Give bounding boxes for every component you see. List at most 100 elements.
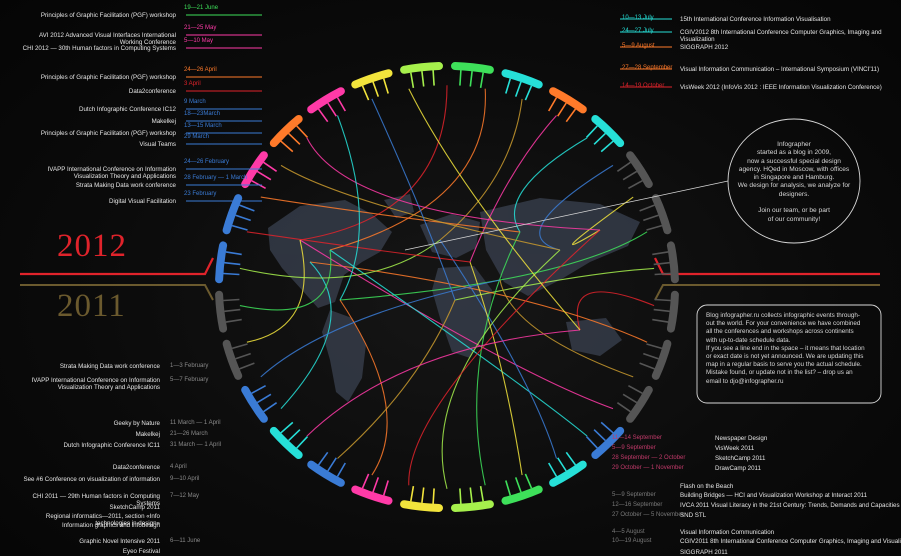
connection-curve <box>337 299 456 459</box>
blog-text-line: or exact date is not yet announced. We a… <box>706 353 864 361</box>
event-date: 9 March <box>184 99 206 105</box>
event-name: Strata Making Data work conference <box>75 182 176 189</box>
event-name: SketchCamp 2011 <box>715 455 766 462</box>
event-date: 5—7 February <box>170 377 209 383</box>
ring-pin <box>593 429 606 442</box>
event-name: Digital Visual Facilitation <box>109 198 176 205</box>
ring-pin <box>432 488 435 504</box>
ring-segment <box>215 290 228 333</box>
connection-curve <box>339 231 648 301</box>
event-name: CHI 2012 — 30th Human factors in Computi… <box>22 45 176 52</box>
ring-pin <box>557 102 567 117</box>
connection-curve <box>309 261 648 343</box>
event-name: Principles of Graphic Facilitation (PGF)… <box>40 74 176 81</box>
event-name: 15th International Conference Informatio… <box>680 16 831 23</box>
ring-pin <box>239 204 255 212</box>
ring-pin <box>256 170 272 181</box>
event-date: 27 October — 5 November <box>612 512 684 518</box>
about-box: Infographer started as a blog in 2009, now… <box>735 141 853 224</box>
ring-pin <box>524 473 533 489</box>
about-text-line: Join our team, or be part <box>758 207 830 215</box>
event-name: Principles of Graphic Facilitation (PGF)… <box>40 130 176 137</box>
ring-pin <box>317 451 329 466</box>
event-name: Dutch Infographic Conference IC11 <box>63 442 160 449</box>
ring-pin <box>327 457 337 472</box>
ring-segment <box>451 62 494 74</box>
connection-curve <box>280 164 561 251</box>
connection-curve <box>336 115 360 301</box>
event-name: Makelkej <box>135 431 160 438</box>
event-name: Geeky by Nature <box>113 420 160 427</box>
connection-curve <box>408 229 601 486</box>
event-name: SIGGRAPH 2011 <box>680 549 728 556</box>
ring-segment <box>626 151 653 189</box>
event-date: 11 March — 1 April <box>170 420 221 426</box>
blog-text-line: If you see a line end in the space – it … <box>706 344 865 352</box>
event-name: Visual Teams <box>139 141 176 148</box>
connection-curve <box>299 239 614 410</box>
ring-pin <box>653 261 670 266</box>
event-name: Graphic Novel Intensive 2011 <box>79 538 160 545</box>
ring-pin <box>593 132 606 145</box>
ring-pin <box>585 436 598 449</box>
event-date: 27—28 September <box>622 65 673 71</box>
ring-segment <box>501 485 543 505</box>
event-name: Flash on the Beach <box>680 483 734 490</box>
ring-pin <box>628 384 643 395</box>
ring-pin <box>646 224 663 231</box>
connection-curve <box>329 88 486 251</box>
event-name: Regional informatics—2011, section «Info… <box>45 513 160 527</box>
ring-pin <box>469 71 473 87</box>
event-name: Data2conference <box>128 88 176 95</box>
about-text-line: now a successful special design <box>747 157 841 165</box>
year-2011-label: 2011 <box>57 288 126 324</box>
event-date: 14—19 October <box>622 83 665 89</box>
ring-segment <box>351 69 393 89</box>
about-text-line: agency. HQed in Moscow, with offices <box>738 165 850 173</box>
event-name: Visual Information Communication – Inter… <box>680 66 880 73</box>
ring-pin <box>622 393 638 404</box>
event-date: 5—10 May <box>184 38 214 44</box>
about-text-line: in Singapore and Hamburg. <box>753 174 835 182</box>
ring-pin <box>410 72 415 89</box>
blog-text-line: all the conferences and workshops across… <box>706 328 854 336</box>
ring-segment <box>307 460 345 487</box>
connection-curve <box>339 299 388 476</box>
event-date: 24—26 February <box>184 159 230 165</box>
event-date: 5—9 September <box>612 492 656 498</box>
ring-pin <box>280 140 294 153</box>
ring-pin <box>288 429 301 442</box>
ring-pin <box>421 71 425 87</box>
event-date: 5—9 August <box>622 43 655 49</box>
ring-pin <box>585 125 598 138</box>
ring-pin <box>459 70 462 86</box>
connection-curve <box>439 239 558 459</box>
event-date: 29 March <box>184 134 210 140</box>
ring-pin <box>372 81 380 97</box>
ring-pin <box>600 140 614 153</box>
timeline-2011-line <box>20 284 880 301</box>
ring-segment <box>400 62 443 74</box>
event-date: 18—23March <box>184 111 221 117</box>
ring-pin <box>654 298 671 302</box>
ring-pin <box>410 485 415 502</box>
event-date: 1—3 February <box>170 363 209 369</box>
ring-pin <box>223 272 240 276</box>
connection-curve <box>239 239 441 279</box>
event-date: 4 April <box>170 464 187 470</box>
ring-pin <box>653 308 670 313</box>
connection-curve <box>246 231 471 263</box>
ring-segment <box>451 500 494 512</box>
event-name: Building Bridges — HCI and Visualization… <box>680 492 868 499</box>
event-date: 29 October — 1 November <box>612 465 684 471</box>
ring-pin <box>622 170 638 181</box>
event-date: 24—26 April <box>184 67 217 73</box>
about-text-line: designers. <box>778 190 810 198</box>
ring-segment <box>222 339 243 380</box>
ring-pin <box>646 343 663 350</box>
event-date: 10—13 July <box>622 15 654 21</box>
ring-pin <box>643 352 659 360</box>
event-name: SND STL <box>680 512 707 519</box>
event-name: Eyeo Festival <box>122 548 160 555</box>
ring-pin <box>251 384 266 395</box>
